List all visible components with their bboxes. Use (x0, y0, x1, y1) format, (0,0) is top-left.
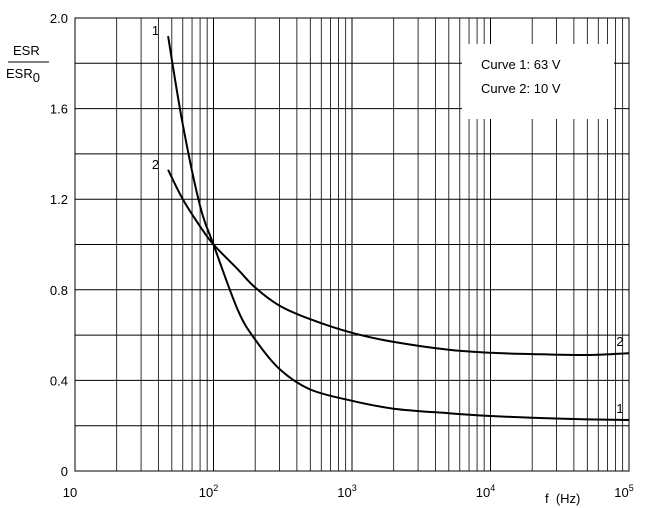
y-axis-ticks: 0 0.4 0.8 1.2 1.6 2.0 (50, 11, 68, 479)
y-tick-label: 0.8 (50, 283, 68, 298)
curve-2-end-label: 2 (616, 334, 623, 349)
x-axis-ticks: 10 102 103 104 105 (63, 483, 634, 500)
curve-1 (167, 35, 630, 421)
y-label-denominator: ESR0 (6, 66, 40, 85)
x-tick-label: 102 (199, 483, 218, 500)
x-tick-label: 105 (614, 483, 633, 500)
curve-2 (167, 169, 630, 357)
legend: Curve 1: 63 V Curve 2: 10 V (462, 44, 614, 119)
series-labels: 1 1 2 2 (152, 23, 624, 416)
x-tick-label: 104 (476, 483, 495, 500)
legend-entry-1: Curve 1: 63 V (481, 57, 561, 72)
plot-frame (74, 17, 630, 472)
y-tick-label: 0 (61, 464, 68, 479)
y-label-numerator: ESR (13, 43, 40, 58)
x-tick-label: 103 (337, 483, 356, 500)
x-axis-label: f (Hz) (545, 491, 580, 506)
curve-1-end-label: 1 (616, 401, 623, 416)
x-tick-label: 10 (63, 485, 77, 500)
curve-2-start-label: 2 (152, 157, 159, 172)
y-tick-label: 1.6 (50, 102, 68, 117)
y-tick-label: 1.2 (50, 192, 68, 207)
legend-entry-2: Curve 2: 10 V (481, 81, 561, 96)
curve-1-start-label: 1 (152, 23, 159, 38)
legend-background (462, 44, 614, 119)
series-group (167, 35, 630, 421)
y-tick-label: 2.0 (50, 11, 68, 26)
y-axis-label: ESR ESR0 (6, 43, 49, 85)
y-tick-label: 0.4 (50, 373, 68, 388)
